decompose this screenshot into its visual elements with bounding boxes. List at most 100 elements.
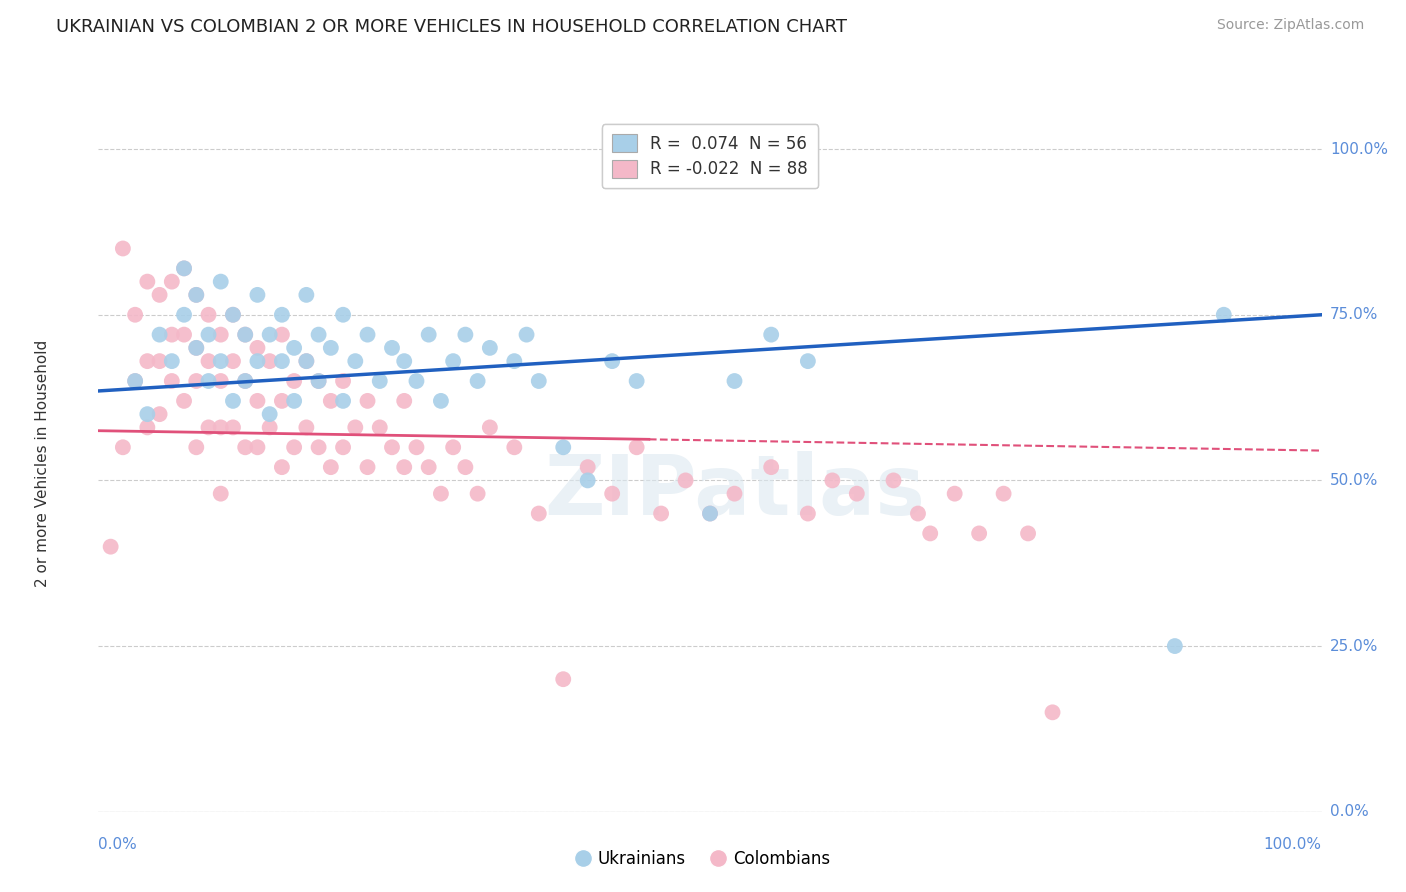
Point [319, 341, 342, 355]
Point [233, 374, 256, 388]
Point [600, 354, 623, 368]
Point [160, 374, 183, 388]
Point [283, 374, 305, 388]
Text: 25.0%: 25.0% [1330, 639, 1378, 654]
Point [392, 354, 416, 368]
Point [173, 327, 195, 342]
Point [270, 354, 294, 368]
Point [699, 507, 721, 521]
Point [943, 486, 966, 500]
Point [405, 374, 427, 388]
Point [308, 374, 330, 388]
Point [149, 407, 172, 421]
Text: 75.0%: 75.0% [1330, 307, 1378, 322]
Point [761, 327, 783, 342]
Point [259, 354, 281, 368]
Point [527, 374, 550, 388]
Point [209, 374, 232, 388]
Point [222, 393, 245, 408]
Point [160, 327, 183, 342]
Point [149, 354, 172, 368]
Point [124, 308, 146, 322]
Point [392, 393, 416, 408]
Point [527, 507, 550, 521]
Point [197, 308, 219, 322]
Point [1042, 706, 1064, 720]
Point [111, 440, 134, 454]
Point [478, 420, 501, 434]
Point [186, 374, 208, 388]
Point [233, 327, 256, 342]
Point [124, 374, 146, 388]
Point [270, 460, 294, 475]
Point [467, 374, 489, 388]
Point [600, 486, 623, 500]
Point [173, 393, 195, 408]
Point [1164, 639, 1187, 653]
Point [441, 354, 464, 368]
Point [160, 275, 183, 289]
Point [418, 327, 440, 342]
Point [1212, 308, 1234, 322]
Point [246, 288, 269, 302]
Point [650, 507, 672, 521]
Point [246, 393, 269, 408]
Point [209, 275, 232, 289]
Point [967, 526, 990, 541]
Point [197, 420, 219, 434]
Point [821, 474, 844, 488]
Point [883, 474, 905, 488]
Point [332, 440, 354, 454]
Point [186, 288, 208, 302]
Point [418, 460, 440, 475]
Point [124, 374, 146, 388]
Point [111, 242, 134, 256]
Point [295, 288, 318, 302]
Point [368, 420, 391, 434]
Point [356, 460, 378, 475]
Point [100, 540, 122, 554]
Point [319, 460, 342, 475]
Text: 0.0%: 0.0% [98, 837, 138, 852]
Point [222, 354, 245, 368]
Point [368, 374, 391, 388]
Legend: R =  0.074  N = 56, R = -0.022  N = 88: R = 0.074 N = 56, R = -0.022 N = 88 [602, 124, 818, 188]
Point [675, 474, 697, 488]
Point [197, 327, 219, 342]
Point [626, 440, 648, 454]
Point [332, 393, 354, 408]
Point [503, 354, 526, 368]
Point [699, 507, 721, 521]
Point [381, 341, 404, 355]
Point [160, 354, 183, 368]
Point [259, 420, 281, 434]
Point [173, 261, 195, 276]
Point [553, 440, 575, 454]
Point [259, 407, 281, 421]
Text: ZIPatlas: ZIPatlas [544, 451, 925, 533]
Text: 0.0%: 0.0% [1330, 805, 1368, 819]
Point [233, 327, 256, 342]
Point [344, 420, 367, 434]
Point [392, 460, 416, 475]
Point [797, 507, 820, 521]
Point [626, 374, 648, 388]
Point [270, 327, 294, 342]
Text: UKRAINIAN VS COLOMBIAN 2 OR MORE VEHICLES IN HOUSEHOLD CORRELATION CHART: UKRAINIAN VS COLOMBIAN 2 OR MORE VEHICLE… [56, 18, 848, 36]
Legend: Ukrainians, Colombians: Ukrainians, Colombians [569, 844, 837, 875]
Text: 100.0%: 100.0% [1264, 837, 1322, 852]
Point [233, 374, 256, 388]
Text: Source: ZipAtlas.com: Source: ZipAtlas.com [1216, 18, 1364, 32]
Point [136, 275, 159, 289]
Point [246, 440, 269, 454]
Point [381, 440, 404, 454]
Point [222, 420, 245, 434]
Point [246, 354, 269, 368]
Point [197, 354, 219, 368]
Point [553, 672, 575, 686]
Point [430, 486, 453, 500]
Point [920, 526, 942, 541]
Point [209, 486, 232, 500]
Point [295, 420, 318, 434]
Point [233, 440, 256, 454]
